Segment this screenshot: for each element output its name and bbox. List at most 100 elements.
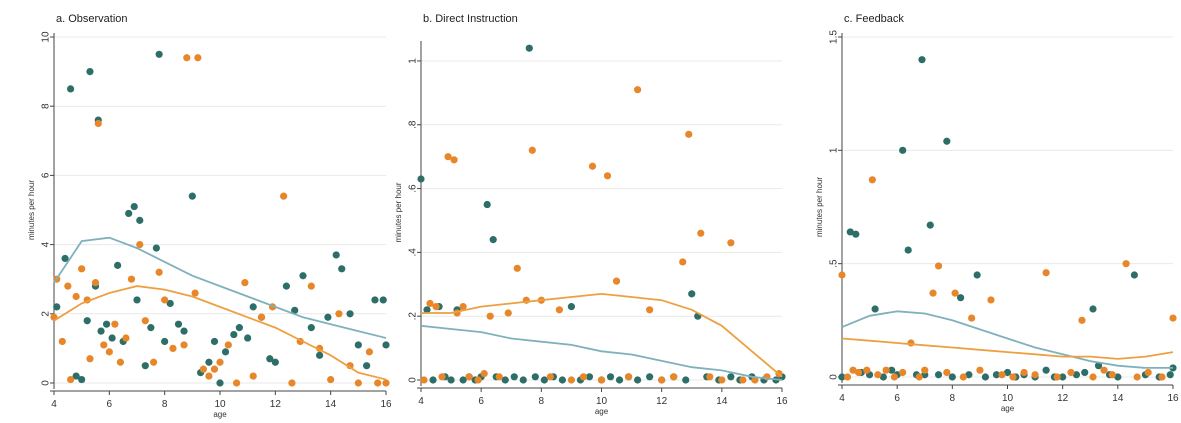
scatter-point-orange bbox=[280, 192, 288, 200]
x-axis-label: age bbox=[213, 410, 227, 419]
scatter-point-orange bbox=[868, 176, 876, 184]
scatter-point-teal bbox=[567, 303, 576, 311]
scatter-point-orange bbox=[444, 153, 452, 161]
scatter-point-teal bbox=[879, 373, 887, 381]
x-tick-label: 16 bbox=[1167, 393, 1179, 404]
scatter-point-orange bbox=[597, 376, 606, 384]
scatter-point-teal bbox=[688, 290, 696, 298]
y-tick-label: 4 bbox=[41, 241, 52, 247]
y-axis-label: minutes per hour bbox=[27, 180, 36, 240]
scatter-point-orange bbox=[603, 172, 612, 180]
scatter-point-orange bbox=[495, 373, 503, 381]
scatter-point-orange bbox=[486, 312, 494, 320]
scatter-point-orange bbox=[528, 146, 536, 154]
chart-title: b. Direct Instruction bbox=[423, 13, 518, 25]
scatter-point-teal bbox=[646, 373, 654, 381]
scatter-point-teal bbox=[210, 337, 219, 346]
scatter-point-orange bbox=[169, 344, 177, 352]
scatter-point-teal bbox=[417, 175, 425, 183]
scatter-point-orange bbox=[194, 54, 202, 62]
scatter-point-teal bbox=[1094, 362, 1103, 370]
scatter-point-orange bbox=[100, 341, 108, 349]
scatter-point-orange bbox=[183, 54, 191, 62]
scatter-point-orange bbox=[1100, 366, 1108, 374]
scatter-point-teal bbox=[78, 375, 86, 384]
scatter-point-teal bbox=[363, 362, 371, 370]
x-tick-label: 16 bbox=[776, 396, 788, 407]
scatter-point-teal bbox=[501, 376, 509, 384]
scatter-point-orange bbox=[141, 317, 149, 325]
y-tick-label: 1 bbox=[408, 58, 419, 64]
scatter-point-orange bbox=[934, 262, 943, 270]
y-tick-label: 6 bbox=[41, 172, 52, 178]
chart-svg: a. Observation 0 2 4 6 8 10 4 6 8 10 12 14 16 age minut… bbox=[27, 13, 392, 419]
y-tick-label: .4 bbox=[408, 248, 419, 257]
scatter-point-teal bbox=[918, 56, 926, 64]
scatter-point-orange bbox=[257, 313, 266, 321]
scatter-point-orange bbox=[111, 320, 119, 328]
scatter-point-teal bbox=[205, 358, 213, 366]
scatter-point-orange bbox=[546, 373, 554, 381]
scatter-point-teal bbox=[282, 282, 290, 290]
x-axis-label: age bbox=[595, 407, 609, 416]
scatter-point-orange bbox=[987, 296, 995, 304]
scatter-point-orange bbox=[233, 379, 241, 387]
scatter-point-teal bbox=[943, 137, 951, 145]
scatter-point-teal bbox=[324, 313, 332, 321]
scatter-point-orange bbox=[249, 372, 257, 380]
scatter-point-orange bbox=[155, 268, 163, 276]
scatter-point-orange bbox=[72, 292, 80, 301]
scatter-point-teal bbox=[888, 366, 896, 374]
scatter-point-orange bbox=[658, 376, 666, 384]
scatter-point-teal bbox=[926, 221, 934, 229]
scatter-point-teal bbox=[307, 324, 315, 332]
scatter-point-teal bbox=[1059, 373, 1067, 381]
scatter-point-orange bbox=[1067, 368, 1075, 377]
scatter-point-teal bbox=[136, 216, 144, 224]
scatter-point-orange bbox=[739, 376, 747, 384]
scatter-point-teal bbox=[316, 351, 324, 359]
y-tick-label: 0 bbox=[41, 380, 52, 386]
scatter-point-teal bbox=[540, 376, 548, 384]
scatter-point-orange bbox=[624, 373, 633, 381]
scatter-point-orange bbox=[94, 119, 102, 128]
scatter-point-teal bbox=[904, 246, 912, 254]
scatter-point-teal bbox=[379, 296, 387, 304]
scatter-point-orange bbox=[78, 265, 86, 273]
scatter-point-teal bbox=[510, 373, 518, 381]
scatter-point-teal bbox=[1042, 366, 1050, 374]
scatter-point-orange bbox=[474, 376, 482, 384]
y-tick-label: 2 bbox=[41, 311, 52, 317]
scatter-point-teal bbox=[72, 372, 80, 380]
scatter-point-orange bbox=[105, 348, 113, 356]
scatter-point-orange bbox=[899, 368, 907, 377]
scatter-point-teal bbox=[188, 192, 196, 200]
scatter-point-teal bbox=[244, 334, 252, 342]
x-tick-label: 14 bbox=[716, 396, 728, 407]
scatter-point-orange bbox=[288, 379, 296, 387]
scatter-point-orange bbox=[849, 366, 857, 374]
scatter-point-teal bbox=[429, 376, 437, 384]
scatter-point-teal bbox=[483, 200, 491, 209]
scatter-point-orange bbox=[863, 366, 871, 374]
scatter-point-orange bbox=[968, 314, 976, 322]
scatter-point-teal bbox=[981, 373, 990, 381]
scatter-point-teal bbox=[86, 68, 94, 76]
x-axis-label: age bbox=[1001, 404, 1015, 413]
scatter-point-teal bbox=[97, 327, 105, 335]
scatter-point-teal bbox=[249, 303, 257, 311]
x-tick-label: 10 bbox=[1002, 393, 1014, 404]
scatter-point-orange bbox=[1053, 373, 1061, 381]
scatter-point-orange bbox=[191, 289, 199, 297]
scatter-point-teal bbox=[291, 306, 299, 314]
scatter-point-orange bbox=[976, 366, 984, 374]
scatter-point-teal bbox=[682, 376, 690, 384]
scatter-point-orange bbox=[874, 371, 882, 379]
scatter-point-teal bbox=[299, 272, 307, 280]
scatter-point-teal bbox=[727, 373, 735, 381]
scatter-point-teal bbox=[141, 362, 149, 370]
x-tick-label: 12 bbox=[270, 399, 282, 410]
scatter-point-teal bbox=[934, 371, 943, 379]
fit-line-teal_line bbox=[53, 236, 387, 339]
y-tick-label: .8 bbox=[408, 120, 419, 129]
